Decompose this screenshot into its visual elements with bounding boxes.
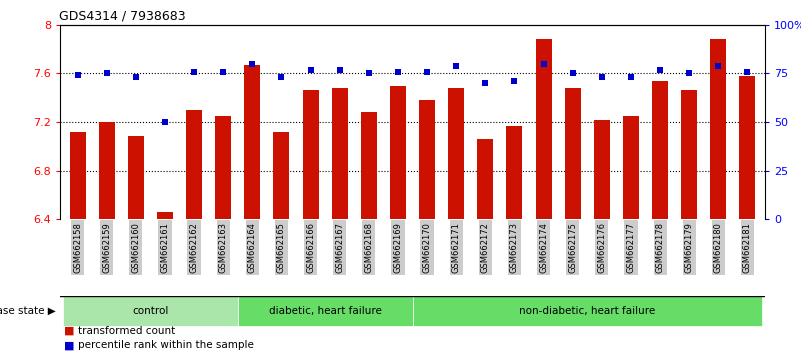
Text: disease state ▶: disease state ▶: [0, 306, 56, 316]
Point: [333, 67, 346, 73]
Point: [392, 69, 405, 74]
Bar: [449, 88, 465, 219]
Bar: [710, 39, 727, 219]
Bar: [681, 91, 697, 219]
Text: ■: ■: [64, 340, 74, 350]
Bar: [652, 81, 668, 219]
Point: [304, 67, 317, 73]
Point: [682, 71, 695, 76]
Bar: [477, 139, 493, 219]
Point: [712, 63, 725, 69]
Point: [741, 69, 754, 74]
Bar: [70, 132, 86, 219]
Bar: [594, 120, 610, 219]
Bar: [157, 212, 173, 219]
Text: transformed count: transformed count: [78, 326, 175, 336]
Point: [187, 69, 200, 74]
Point: [479, 80, 492, 86]
Bar: [332, 88, 348, 219]
Point: [71, 73, 84, 78]
Bar: [390, 86, 406, 219]
Bar: [419, 100, 435, 219]
Point: [100, 71, 113, 76]
Text: control: control: [132, 306, 168, 316]
Point: [654, 67, 666, 73]
Bar: [238, 296, 413, 326]
Bar: [244, 65, 260, 219]
Text: non-diabetic, heart failure: non-diabetic, heart failure: [519, 306, 655, 316]
Bar: [215, 116, 231, 219]
Point: [566, 71, 579, 76]
Bar: [360, 113, 376, 219]
Bar: [273, 132, 289, 219]
Bar: [413, 296, 762, 326]
Point: [537, 61, 550, 67]
Bar: [739, 76, 755, 219]
Point: [508, 79, 521, 84]
Text: GDS4314 / 7938683: GDS4314 / 7938683: [58, 9, 185, 22]
Point: [246, 61, 259, 67]
Point: [217, 69, 230, 74]
Text: ■: ■: [64, 326, 74, 336]
Point: [130, 75, 143, 80]
Bar: [623, 116, 639, 219]
Bar: [565, 88, 581, 219]
Point: [421, 69, 433, 74]
Bar: [63, 296, 238, 326]
Point: [159, 119, 171, 125]
Bar: [303, 91, 319, 219]
Point: [275, 75, 288, 80]
Text: percentile rank within the sample: percentile rank within the sample: [78, 340, 255, 350]
Point: [595, 75, 608, 80]
Bar: [186, 110, 202, 219]
Bar: [536, 39, 552, 219]
Point: [625, 75, 638, 80]
Point: [450, 63, 463, 69]
Bar: [99, 122, 115, 219]
Text: diabetic, heart failure: diabetic, heart failure: [268, 306, 381, 316]
Bar: [506, 126, 522, 219]
Point: [362, 71, 375, 76]
Bar: [128, 136, 144, 219]
